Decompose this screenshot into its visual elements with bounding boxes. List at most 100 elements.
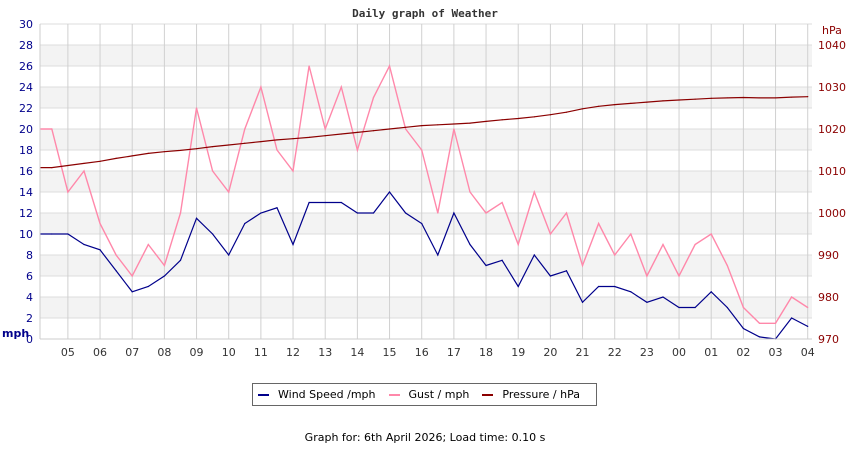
data-point <box>694 243 696 246</box>
data-point <box>501 201 503 204</box>
data-point <box>501 119 503 121</box>
data-point <box>726 97 728 99</box>
data-point <box>195 107 198 109</box>
chart-title: Daily graph of Weather <box>352 7 498 20</box>
data-point <box>565 111 568 113</box>
data-point <box>292 138 294 140</box>
left-axis-label: mph <box>2 327 29 340</box>
left-tick-label: 2 <box>26 312 33 325</box>
x-tick-label: 21 <box>576 346 590 359</box>
data-point <box>388 65 391 67</box>
right-tick-label: 1010 <box>818 165 846 178</box>
x-tick-label: 22 <box>608 346 622 359</box>
grid-band <box>40 45 812 66</box>
data-point <box>115 157 117 159</box>
legend-swatch <box>388 393 400 396</box>
right-tick-label: 980 <box>818 291 839 304</box>
data-point <box>437 212 439 214</box>
data-point <box>244 128 246 130</box>
data-point <box>742 96 744 99</box>
left-tick-label: 4 <box>26 291 33 304</box>
data-point <box>292 243 294 246</box>
data-point <box>405 126 407 128</box>
x-tick-label: 11 <box>254 346 268 359</box>
data-point <box>340 133 342 135</box>
data-point <box>453 123 455 125</box>
data-point <box>517 285 519 288</box>
data-point <box>517 117 519 120</box>
data-point <box>791 296 793 298</box>
data-point <box>662 100 664 102</box>
left-tick-label: 14 <box>19 186 33 199</box>
data-point <box>99 249 101 251</box>
x-tick-label: 02 <box>736 346 750 359</box>
data-point <box>646 101 648 103</box>
data-point <box>598 105 600 107</box>
data-point <box>485 120 487 123</box>
x-tick-label: 19 <box>511 346 525 359</box>
data-point <box>324 128 326 130</box>
data-point <box>405 212 407 214</box>
data-point <box>388 191 391 193</box>
grid-band <box>40 171 812 192</box>
data-point <box>212 233 214 235</box>
right-tick-label: 1030 <box>818 81 846 94</box>
x-tick-label: 12 <box>286 346 300 359</box>
x-tick-label: 05 <box>61 346 75 359</box>
data-point <box>726 264 728 267</box>
data-point <box>340 201 342 204</box>
grid-band <box>40 297 812 318</box>
data-point <box>308 136 310 138</box>
data-point <box>630 291 632 293</box>
data-point <box>244 222 246 225</box>
data-point <box>774 97 777 99</box>
data-point <box>485 264 487 267</box>
x-tick-label: 08 <box>157 346 171 359</box>
data-point <box>807 96 809 98</box>
legend-item-pressure: Pressure / hPa <box>482 388 580 401</box>
x-tick-label: 04 <box>801 346 815 359</box>
data-point <box>372 212 375 214</box>
data-point <box>163 151 165 153</box>
data-point <box>308 201 310 204</box>
x-tick-label: 17 <box>447 346 461 359</box>
data-point <box>131 155 133 157</box>
left-tick-label: 12 <box>19 207 33 220</box>
data-point <box>421 125 423 127</box>
data-point <box>147 243 149 246</box>
data-point <box>549 275 551 277</box>
data-point <box>437 124 439 126</box>
data-point <box>83 243 85 246</box>
data-point <box>372 96 375 99</box>
right-tick-label: 990 <box>818 249 839 262</box>
data-point <box>646 301 648 303</box>
data-point <box>533 116 535 118</box>
data-point <box>324 135 326 137</box>
right-axis-label: hPa <box>822 24 842 37</box>
data-point <box>356 149 358 151</box>
data-point <box>453 128 455 130</box>
data-point <box>678 306 680 309</box>
x-tick-label: 03 <box>769 346 783 359</box>
data-point <box>308 65 310 67</box>
right-tick-label: 970 <box>818 333 839 346</box>
grid-band <box>40 87 812 108</box>
x-tick-label: 16 <box>415 346 429 359</box>
data-point <box>614 104 616 106</box>
left-tick-label: 16 <box>19 165 33 178</box>
data-point <box>501 259 503 261</box>
data-point <box>598 222 600 225</box>
x-tick-label: 15 <box>383 346 397 359</box>
data-point <box>662 243 664 246</box>
data-point <box>131 275 133 277</box>
data-point <box>244 142 246 144</box>
x-tick-label: 23 <box>640 346 654 359</box>
data-point <box>485 212 487 214</box>
x-tick-label: 13 <box>318 346 332 359</box>
left-tick-label: 24 <box>19 81 33 94</box>
data-point <box>598 285 600 288</box>
data-point <box>614 254 616 256</box>
left-tick-label: 28 <box>19 39 33 52</box>
data-point <box>292 170 294 172</box>
data-point <box>67 164 69 167</box>
